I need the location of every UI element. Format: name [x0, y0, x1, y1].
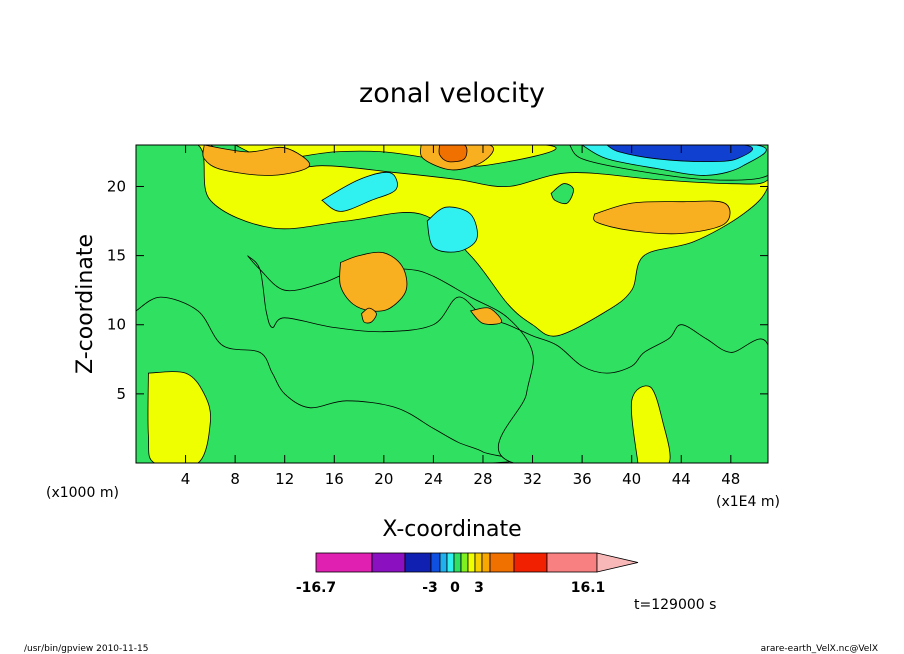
- x-tick-label: 24: [424, 470, 443, 488]
- footer-left: /usr/bin/gpview 2010-11-15: [24, 644, 148, 654]
- x-tick-label: 44: [672, 470, 691, 488]
- contour-region-4: [202, 145, 310, 176]
- colorbar-segment: [481, 552, 491, 573]
- contour-region-10: [321, 171, 398, 212]
- colorbar-segment: [453, 552, 462, 573]
- x-tick-label: 20: [374, 470, 393, 488]
- x-unit-label: (x1000 m): [46, 485, 119, 501]
- colorbar-tick-labels: -3 0 3: [422, 580, 484, 596]
- colorbar-segment: [404, 552, 432, 573]
- x-tick-label: 16: [325, 470, 344, 488]
- colorbar-tick-label: 3: [474, 580, 484, 596]
- y-tick-label: 5: [116, 385, 126, 403]
- colorbar-segment: [430, 552, 441, 573]
- x-scale-label: (x1E4 m): [716, 494, 780, 510]
- contour-region-6: [438, 145, 468, 163]
- contour-region-12: [550, 183, 574, 205]
- contour-region-13: [593, 200, 731, 235]
- y-tick-label: 10: [107, 316, 126, 334]
- x-axis-label: X-coordinate: [382, 517, 521, 542]
- colorbar-segment: [474, 552, 483, 573]
- colorbar-arrow: [596, 552, 639, 573]
- time-label: t=129000 s: [634, 597, 716, 613]
- contour-region-19: [361, 307, 377, 324]
- contour-region-18: [339, 251, 408, 312]
- contour-region-1: [136, 145, 768, 337]
- colorbar-tick-label: -3: [422, 580, 438, 596]
- contour-regions: [136, 145, 768, 463]
- x-tick-label: 36: [573, 470, 592, 488]
- colorbar: [315, 552, 639, 573]
- colorbar-segment: [546, 552, 598, 573]
- y-tick-label: 20: [107, 177, 126, 195]
- colorbar-segment: [315, 552, 373, 573]
- colorbar-segment: [446, 552, 455, 573]
- x-tick-label: 12: [275, 470, 294, 488]
- y-axis-ticks: 5 10 15 20: [107, 177, 768, 403]
- x-tick-label: 28: [473, 470, 492, 488]
- colorbar-tick-label: 0: [450, 580, 460, 596]
- x-tick-label: 48: [721, 470, 740, 488]
- contour-region-9: [606, 145, 753, 163]
- chart-title: zonal velocity: [359, 78, 545, 109]
- x-tick-label: 8: [230, 470, 240, 488]
- colorbar-segment: [371, 552, 406, 573]
- contour-region-20: [469, 307, 503, 325]
- contour-region-11: [426, 206, 478, 253]
- contour-region-14: [136, 296, 515, 463]
- footer-right: arare-earth_VelX.nc@VelX: [761, 644, 878, 654]
- colorbar-segment: [513, 552, 548, 573]
- contour-region-17: [630, 385, 671, 463]
- colorbar-segment: [460, 552, 469, 573]
- x-tick-label: 40: [622, 470, 641, 488]
- contour-region-16: [147, 371, 211, 463]
- colorbar-segment: [467, 552, 476, 573]
- y-tick-label: 15: [107, 247, 126, 265]
- colorbar-segment: [439, 552, 448, 573]
- colorbar-max-label: 16.1: [571, 580, 606, 596]
- colorbar-min-label: -16.7: [296, 580, 336, 596]
- x-tick-label: 4: [181, 470, 191, 488]
- x-tick-label: 32: [523, 470, 542, 488]
- y-axis-label: Z-coordinate: [73, 234, 98, 374]
- colorbar-segment: [489, 552, 515, 573]
- plot-frame: [135, 144, 769, 464]
- x-axis-ticks: 4 8 12 16 20 24 28 32 36 40 44 48: [181, 145, 740, 488]
